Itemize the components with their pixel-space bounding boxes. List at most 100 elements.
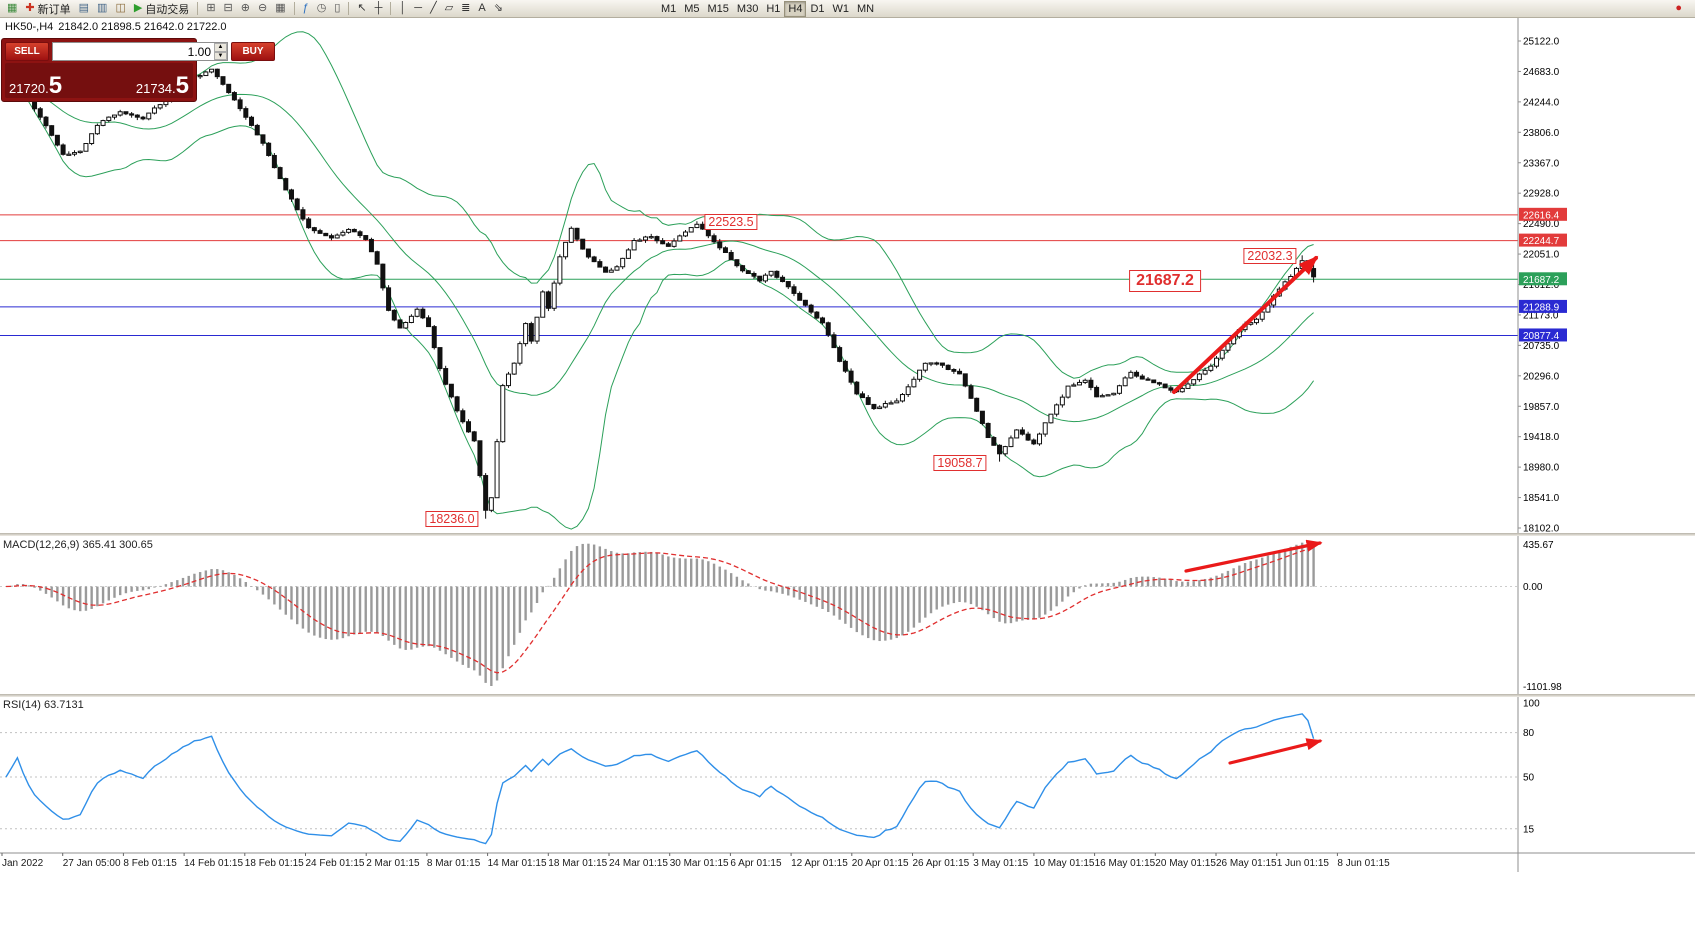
rsi-panel bbox=[0, 713, 1518, 845]
svg-text:50: 50 bbox=[1523, 773, 1535, 784]
record-icon[interactable]: ● bbox=[1675, 2, 1682, 14]
macd-panel bbox=[0, 542, 1518, 686]
cursor-button[interactable]: ↖ bbox=[353, 1, 370, 17]
new-order-label: 新订单 bbox=[37, 3, 71, 16]
svg-text:23367.0: 23367.0 bbox=[1523, 158, 1560, 169]
svg-text:24 Feb 01:15: 24 Feb 01:15 bbox=[306, 858, 365, 869]
templates-button[interactable]: ◫ bbox=[111, 1, 129, 17]
arrows-tool-button[interactable]: ⇘ bbox=[490, 1, 507, 17]
svg-text:15: 15 bbox=[1523, 824, 1535, 835]
price-annotation[interactable]: 22032.3 bbox=[1243, 248, 1297, 264]
chart-type-button[interactable]: ▯ bbox=[330, 1, 344, 17]
svg-text:22244.7: 22244.7 bbox=[1523, 236, 1560, 247]
timeframe-m1-button[interactable]: M1 bbox=[657, 1, 680, 17]
macd-panel-divider[interactable] bbox=[0, 533, 1695, 536]
svg-text:26 May 01:15: 26 May 01:15 bbox=[1216, 858, 1277, 869]
svg-text:20877.4: 20877.4 bbox=[1523, 331, 1560, 342]
arrows-tool-icon: ⇘ bbox=[493, 2, 503, 14]
svg-text:435.67: 435.67 bbox=[1523, 540, 1554, 551]
timeframe-m30-button[interactable]: M30 bbox=[733, 1, 762, 17]
svg-text:22490.0: 22490.0 bbox=[1523, 219, 1560, 230]
trendline-button[interactable]: ╱ bbox=[426, 1, 441, 17]
text-label-icon: A bbox=[478, 2, 486, 14]
svg-text:18 Mar 01:15: 18 Mar 01:15 bbox=[548, 858, 607, 869]
price-annotation[interactable]: 19058.7 bbox=[933, 455, 987, 471]
vertical-line-button[interactable]: │ bbox=[395, 1, 410, 17]
fibonacci-button[interactable]: ≣ bbox=[457, 1, 474, 17]
toolbar-separator bbox=[293, 2, 295, 15]
zoom-out-button[interactable]: ⊖ bbox=[254, 1, 271, 17]
trend-arrows-layer[interactable] bbox=[1172, 255, 1323, 765]
svg-text:12 Apr 01:15: 12 Apr 01:15 bbox=[791, 858, 848, 869]
sell-button[interactable]: SELL bbox=[5, 42, 49, 61]
new-window-icon: ⊞ bbox=[206, 2, 216, 14]
equidistant-channel-button[interactable]: ▱ bbox=[441, 1, 457, 17]
svg-text:80: 80 bbox=[1523, 728, 1535, 739]
timeframe-h1-button[interactable]: H1 bbox=[762, 1, 784, 17]
autotrading-button[interactable]: ▶ 自动交易 bbox=[130, 1, 193, 17]
price-annotation[interactable]: 22523.5 bbox=[704, 214, 758, 230]
ohlc-values: 21842.0 21898.5 21642.0 21722.0 bbox=[58, 21, 227, 33]
buy-price[interactable]: 21734. 5 bbox=[99, 63, 193, 98]
volume-input[interactable] bbox=[53, 43, 214, 60]
timeframe-w1-button[interactable]: W1 bbox=[829, 1, 854, 17]
periods-button[interactable]: ◷ bbox=[313, 1, 331, 17]
price-panel bbox=[0, 31, 1518, 530]
svg-text:22928.0: 22928.0 bbox=[1523, 189, 1560, 200]
toolbar: ▦ ✚ 新订单 ▤ ▥ ◫ ▶ 自动交易 ⊞ ⊟ ⊕ ⊖ ▦ ƒ ◷ ▯ ↖ ┼ │ ─ ╱ ▱ ≣ A ⇘ M1 M5 M15 M30… bbox=[0, 0, 1695, 18]
svg-text:22616.4: 22616.4 bbox=[1523, 210, 1560, 221]
zoom-in-button[interactable]: ⊕ bbox=[237, 1, 254, 17]
svg-text:1 Jun 01:15: 1 Jun 01:15 bbox=[1277, 858, 1330, 869]
svg-text:19418.0: 19418.0 bbox=[1523, 432, 1560, 443]
new-chart-button[interactable]: ▦ bbox=[3, 1, 21, 17]
sell-price-big-digit: 5 bbox=[48, 72, 63, 100]
cascade-windows-button[interactable]: ⊟ bbox=[220, 1, 237, 17]
cascade-windows-icon: ⊟ bbox=[223, 2, 233, 14]
timeframe-m15-button[interactable]: M15 bbox=[704, 1, 733, 17]
new-order-button[interactable]: ✚ 新订单 bbox=[21, 1, 74, 17]
tile-windows-button[interactable]: ▦ bbox=[271, 1, 289, 17]
buy-button[interactable]: BUY bbox=[231, 42, 275, 61]
indicators-button[interactable]: ƒ bbox=[299, 1, 313, 17]
svg-text:20296.0: 20296.0 bbox=[1523, 371, 1560, 382]
crosshair-button[interactable]: ┼ bbox=[371, 1, 387, 17]
price-annotation[interactable]: 18236.0 bbox=[425, 511, 479, 527]
rsi-label: RSI(14) 63.7131 bbox=[3, 699, 84, 711]
horizontal-line-button[interactable]: ─ bbox=[410, 1, 426, 17]
svg-text:2 Mar 01:15: 2 Mar 01:15 bbox=[366, 858, 420, 869]
new-window-button[interactable]: ⊞ bbox=[202, 1, 219, 17]
timeframe-d1-button[interactable]: D1 bbox=[806, 1, 828, 17]
svg-text:8 Jun 01:15: 8 Jun 01:15 bbox=[1337, 858, 1390, 869]
profiles-button[interactable]: ▥ bbox=[93, 1, 111, 17]
svg-text:18102.0: 18102.0 bbox=[1523, 524, 1560, 535]
svg-text:20 Apr 01:15: 20 Apr 01:15 bbox=[852, 858, 909, 869]
time-axis[interactable]: Jan 2022 27 Jan 05:00 8 Feb 01:15 14 Feb 01… bbox=[0, 853, 1695, 875]
svg-text:18541.0: 18541.0 bbox=[1523, 493, 1560, 504]
crosshair-icon: ┼ bbox=[374, 2, 383, 14]
text-label-button[interactable]: A bbox=[474, 1, 489, 17]
timeframe-m5-button[interactable]: M5 bbox=[680, 1, 703, 17]
timeframe-h4-button[interactable]: H4 bbox=[784, 0, 807, 17]
svg-text:16 May 01:15: 16 May 01:15 bbox=[1095, 858, 1156, 869]
price-annotation[interactable]: 21687.2 bbox=[1129, 270, 1201, 292]
volume-up-button[interactable]: ▲ bbox=[214, 43, 227, 52]
svg-text:14 Feb 01:15: 14 Feb 01:15 bbox=[184, 858, 243, 869]
templates-icon: ◫ bbox=[115, 2, 126, 14]
symbol-period-label: HK50-,H4 bbox=[5, 21, 54, 33]
svg-text:22051.0: 22051.0 bbox=[1523, 250, 1560, 261]
volume-down-button[interactable]: ▼ bbox=[214, 51, 227, 60]
indicators-icon: ƒ bbox=[302, 2, 309, 14]
price-axis[interactable]: 25122.0 24683.0 24244.0 23806.0 23367.0 22928… bbox=[1518, 18, 1695, 853]
svg-text:24244.0: 24244.0 bbox=[1523, 97, 1560, 108]
charts-button[interactable]: ▤ bbox=[75, 1, 93, 17]
new-chart-icon: ▦ bbox=[7, 2, 18, 14]
rsi-panel-divider[interactable] bbox=[0, 694, 1695, 697]
buy-price-main: 21734. bbox=[135, 81, 176, 96]
autotrading-icon: ▶ bbox=[133, 2, 143, 14]
timeframe-mn-button[interactable]: MN bbox=[853, 1, 878, 17]
svg-text:23806.0: 23806.0 bbox=[1523, 128, 1560, 139]
svg-text:25122.0: 25122.0 bbox=[1523, 37, 1560, 48]
svg-text:10 May 01:15: 10 May 01:15 bbox=[1034, 858, 1095, 869]
sell-price[interactable]: 21720. 5 bbox=[5, 63, 99, 98]
